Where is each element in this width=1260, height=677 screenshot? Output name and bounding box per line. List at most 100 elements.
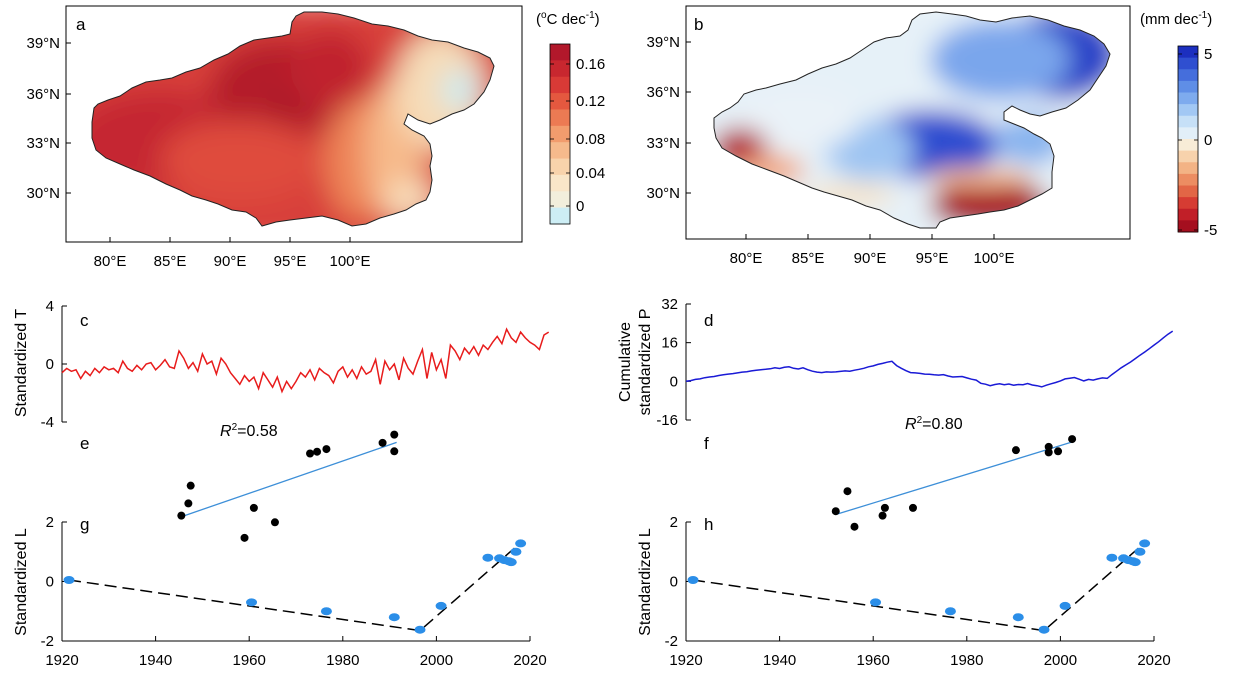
lon-tick-label: 100°E: [329, 253, 370, 270]
l-point-h: [870, 598, 882, 607]
l-point-g: [63, 576, 75, 585]
x-tick-label: 2020: [513, 652, 546, 669]
colorbar-swatch: [1178, 69, 1198, 82]
colorbar-swatch: [1178, 104, 1198, 117]
l-point-g: [510, 547, 522, 556]
map-b-lon-ticks: 80°E 85°E 90°E 95°E 100°E: [730, 234, 1015, 267]
colorbar-swatch: [1178, 220, 1198, 233]
y-tick-label: 0: [46, 356, 54, 373]
panel-label-g: g: [80, 515, 89, 534]
l-point-g: [435, 601, 447, 610]
y-axis-d: 32 16 0 -16: [656, 296, 691, 429]
x-axis-g: 1920 1940 1960 1980 2000 2020: [45, 636, 547, 669]
colorbar-swatch: [550, 174, 570, 192]
colorbar-a-unit: (oC dec-1): [536, 10, 600, 28]
scatter-point-f: [1044, 448, 1053, 457]
colorbar-swatch: [550, 60, 570, 78]
x-tick-label: 1980: [326, 652, 359, 669]
l-point-g: [320, 607, 332, 616]
lat-tick-label: 39°N: [26, 35, 60, 52]
lon-tick-label: 80°E: [730, 250, 763, 267]
l-point-h: [1012, 613, 1024, 622]
lat-tick-label: 36°N: [26, 86, 60, 103]
series-line-d: [685, 330, 1174, 388]
y-tick-label: 0: [46, 574, 54, 591]
colorbar-swatch: [1178, 80, 1198, 93]
colorbar-tick-label: -5: [1204, 222, 1217, 239]
map-a-boundary: [91, 11, 495, 227]
colorbar-swatch: [550, 109, 570, 127]
scatter-point-e: [306, 449, 315, 458]
colorbar-a: 0.16 0.12 0.08 0.04 0: [549, 43, 605, 225]
y-tick-label: 0: [670, 574, 678, 591]
scatter-point-e: [240, 533, 249, 542]
x-tick-label: 1960: [233, 652, 266, 669]
ylabel-d-line2: standardized P: [637, 309, 654, 416]
map-a-lon-ticks: 80°E 85°E 90°E 95°E 100°E: [94, 237, 371, 270]
lon-tick-label: 90°E: [214, 253, 247, 270]
scatter-point-e: [390, 430, 399, 439]
scatter-point-e: [313, 447, 322, 456]
colorbar-tick-label: 0.16: [576, 56, 605, 73]
x-tick-label: 1960: [857, 652, 890, 669]
colorbar-b-unit: (mm dec-1): [1140, 10, 1212, 28]
l-point-h: [1134, 547, 1146, 556]
series-line-c: [61, 327, 550, 394]
r2-label-f: R2=0.80: [905, 415, 963, 433]
x-tick-label: 1920: [669, 652, 702, 669]
y-axis-c: 4 0 -4: [41, 298, 67, 431]
x-tick-label: 2000: [420, 652, 453, 669]
colorbar-swatch: [550, 93, 570, 110]
scatter-point-e: [249, 503, 258, 512]
colorbar-swatch: [1178, 139, 1198, 152]
l-point-g: [388, 613, 400, 622]
panel-label-b: b: [694, 15, 703, 34]
lat-tick-label: 39°N: [646, 34, 680, 51]
lon-tick-label: 85°E: [792, 250, 825, 267]
panel-label-a: a: [76, 15, 86, 34]
piecewise-trend-g: [68, 542, 522, 632]
map-b-lat-ticks: 39°N 36°N 33°N 30°N: [646, 34, 691, 202]
colorbar-swatch: [550, 191, 570, 209]
colorbar-swatch: [1178, 150, 1198, 163]
lat-tick-label: 30°N: [646, 185, 680, 202]
colorbar-tick-label: 0: [576, 198, 584, 215]
lat-tick-label: 33°N: [26, 135, 60, 152]
scatter-point-f: [843, 487, 852, 496]
panel-label-c: c: [80, 311, 89, 330]
lon-tick-label: 100°E: [973, 250, 1014, 267]
scatter-point-e: [177, 511, 186, 520]
y-tick-label: 32: [661, 296, 678, 313]
colorbar-swatch: [550, 207, 570, 225]
colorbar-swatch: [1178, 185, 1198, 198]
map-b-field: [714, 12, 1110, 228]
colorbar-swatch: [1178, 57, 1198, 70]
y-tick-label: -2: [41, 633, 54, 650]
y-tick-label: 2: [46, 514, 54, 531]
fit-line-f: [835, 440, 1075, 516]
y-tick-label: -4: [41, 414, 54, 431]
x-tick-label: 2020: [1137, 652, 1170, 669]
colorbar-frame: [549, 43, 571, 225]
panel-b: b 39°N 36°N 33°N 30°N 80°E 85°E 90°E 95°E 100°E…: [646, 5, 1217, 267]
scatter-point-f: [1011, 446, 1020, 455]
l-point-g: [505, 558, 517, 567]
y-tick-label: 16: [661, 335, 678, 352]
y-axis-g: 2 0 -2: [41, 514, 67, 650]
lat-tick-label: 33°N: [646, 135, 680, 152]
colorbar-tick-label: 0.08: [576, 131, 605, 148]
y-tick-label: -2: [665, 633, 678, 650]
l-point-g: [482, 553, 494, 562]
lon-tick-label: 95°E: [274, 253, 307, 270]
colorbar-swatch: [1178, 46, 1198, 59]
colorbar-tick-label: 5: [1204, 46, 1212, 63]
r2-label-e: R2=0.58: [220, 422, 278, 440]
colorbar-tick-label: 0: [1204, 132, 1212, 149]
y-tick-label: -16: [656, 412, 678, 429]
map-b-frame: [685, 5, 1131, 240]
colorbar-swatch: [1178, 115, 1198, 128]
y-tick-label: 4: [46, 298, 54, 315]
scatter-point-e: [322, 445, 331, 454]
l-point-g: [515, 539, 527, 548]
colorbar-b: 5 0 -5: [1177, 45, 1217, 239]
